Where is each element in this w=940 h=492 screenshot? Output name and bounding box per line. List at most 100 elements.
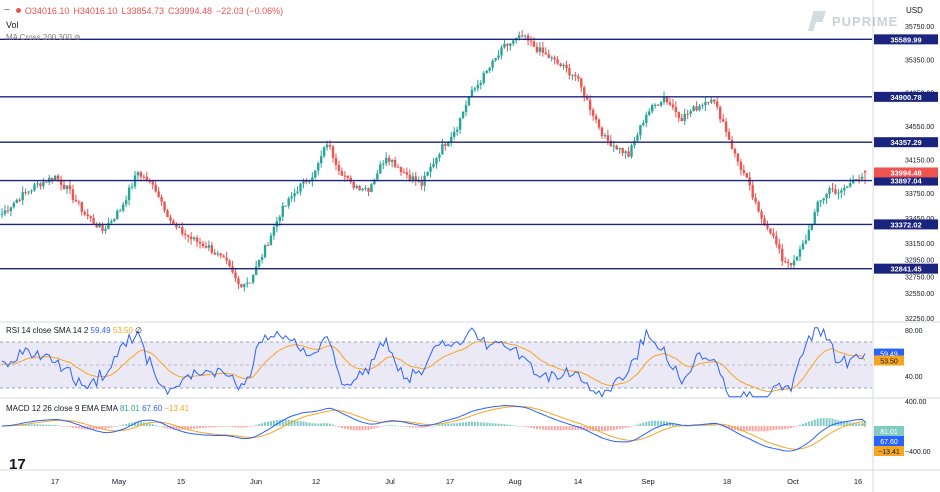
ma-cross-label[interactable]: MA Cross 200 300 ⊘	[6, 33, 81, 42]
candle-body	[172, 220, 175, 225]
rsi-legend[interactable]: RSI 14 close SMA 14 2 59.49 53.50 ∅	[6, 326, 142, 335]
macd-histogram-bar	[467, 421, 470, 426]
macd-histogram-bar	[290, 420, 293, 426]
candle-body	[216, 253, 219, 255]
macd-histogram-bar	[385, 425, 388, 426]
candle-body	[633, 140, 636, 146]
candle-body	[237, 278, 240, 285]
currency-label[interactable]: USD	[906, 6, 923, 15]
candle-body	[846, 186, 849, 188]
price-axis-label: 32550.00	[905, 291, 934, 298]
macd-histogram-bar	[618, 426, 621, 429]
rsi-value-tag-label: 53.50	[880, 358, 898, 365]
macd-histogram-bar	[787, 426, 790, 429]
macd-histogram-bar	[193, 426, 196, 429]
macd-histogram-bar	[846, 421, 849, 426]
macd-histogram-bar	[361, 426, 364, 431]
rsi-value-tag-label: 59.49	[880, 352, 898, 359]
candle-body	[754, 197, 757, 203]
macd-histogram-bar	[269, 421, 272, 426]
macd-histogram-bar	[71, 426, 74, 428]
macd-histogram-bar	[323, 423, 326, 426]
macd-histogram-bar	[636, 424, 639, 426]
candle-body	[213, 252, 216, 255]
candle-body	[544, 52, 548, 55]
macd-histogram-bar	[772, 426, 775, 431]
macd-line	[1, 405, 866, 452]
candle-body	[494, 58, 497, 61]
candle-body	[317, 163, 320, 171]
macd-histogram-bar	[819, 418, 822, 426]
macd-histogram-bar	[497, 423, 500, 426]
macd-histogram-bar	[781, 426, 784, 430]
volume-label[interactable]: Vol	[6, 20, 19, 30]
candle-body	[414, 176, 417, 181]
macd-histogram-bar	[308, 422, 311, 426]
candle-body	[387, 157, 391, 162]
macd-histogram-bar	[633, 425, 636, 427]
candle-body	[863, 170, 867, 173]
macd-histogram-bar	[27, 424, 30, 426]
macd-histogram-bar	[98, 426, 101, 430]
candle-body	[154, 184, 157, 192]
macd-histogram-bar	[624, 426, 627, 428]
macd-value-tag-label: 67.60	[880, 439, 898, 446]
macd-histogram-bar	[775, 426, 778, 430]
candle-body	[71, 189, 75, 200]
macd-signal-value: −13.41	[164, 404, 190, 413]
candle-body	[21, 192, 24, 201]
time-axis-label: Oct	[787, 477, 800, 486]
macd-axis-label: 400.00	[905, 399, 927, 406]
macd-histogram-bar	[462, 422, 465, 426]
candle-body	[464, 105, 468, 112]
candle-body	[792, 260, 796, 266]
candle-body	[574, 74, 577, 77]
candle-body	[553, 57, 556, 60]
candle-body	[104, 228, 107, 231]
macd-histogram-bar	[287, 419, 290, 426]
macd-histogram-bar	[441, 424, 444, 426]
macd-histogram-bar	[411, 426, 414, 428]
macd-histogram-bar	[769, 426, 772, 431]
candle-body	[854, 179, 858, 181]
macd-histogram-bar	[163, 426, 166, 428]
macd-histogram-bar	[544, 426, 547, 430]
candle-body	[624, 151, 627, 154]
macd-histogram-bar	[574, 426, 577, 430]
candle-body	[157, 191, 160, 198]
macd-histogram-bar	[453, 423, 456, 426]
candle-body	[296, 191, 299, 194]
collapse-icon[interactable]: −	[4, 5, 10, 16]
candle-body	[458, 118, 462, 130]
macd-histogram-bar	[444, 423, 447, 426]
macd-histogram-bar	[657, 420, 660, 426]
candle-body	[314, 170, 317, 178]
macd-histogram-bar	[237, 426, 240, 428]
candle-body	[9, 207, 13, 212]
candle-body	[591, 109, 595, 116]
macd-histogram-bar	[399, 426, 402, 427]
price-axis-label: 32250.00	[905, 316, 934, 323]
macd-histogram-bar	[710, 425, 713, 426]
macd-histogram-bar	[459, 422, 462, 426]
candle-body	[385, 157, 388, 164]
candle-body	[299, 183, 302, 192]
candles	[0, 30, 867, 292]
tradingview-logo[interactable]: 17	[9, 456, 26, 473]
macd-histogram-bar	[852, 422, 855, 426]
macd-histogram-bar	[157, 425, 160, 427]
candle-body	[665, 97, 669, 103]
macd-legend[interactable]: MACD 12 26 close 9 EMA EMA 81.01 67.60 −…	[6, 404, 189, 413]
candle-body	[831, 188, 834, 190]
level-tag-label: 33372.02	[890, 220, 921, 229]
macd-histogram-bar	[742, 426, 745, 432]
macd-histogram-bar	[116, 425, 119, 427]
macd-histogram-bar	[160, 426, 163, 427]
macd-histogram-bar	[320, 423, 323, 426]
candle-body	[580, 78, 583, 88]
candle-body	[518, 35, 521, 39]
candle-body	[263, 245, 267, 258]
candle-body	[816, 201, 819, 213]
eye-off-icon[interactable]: ⊘	[74, 33, 81, 42]
